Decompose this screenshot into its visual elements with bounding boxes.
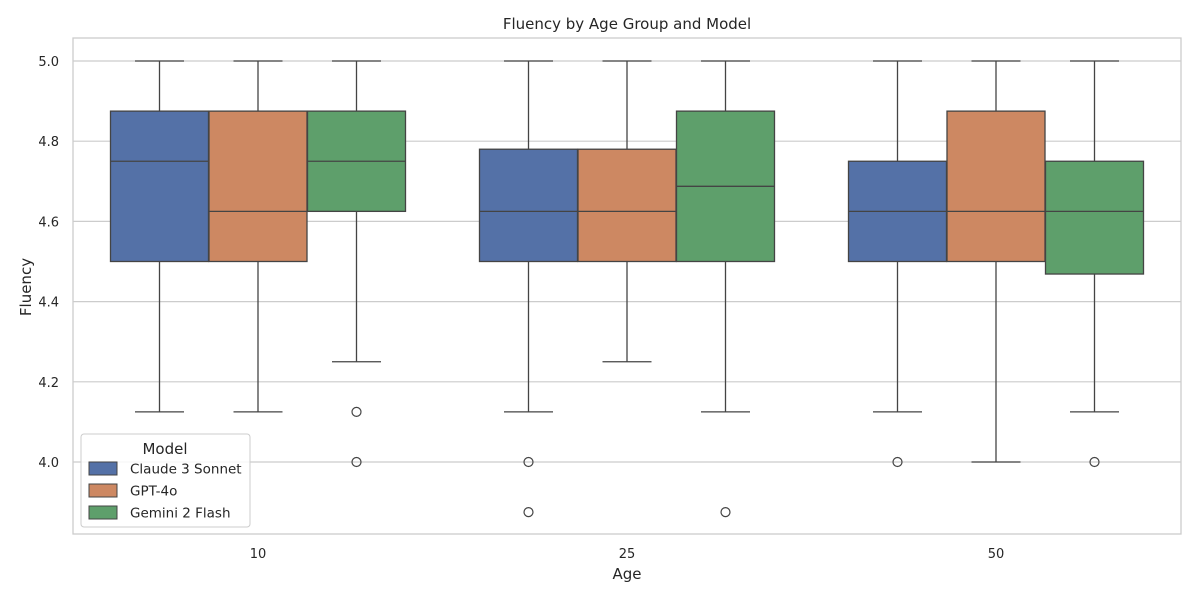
y-tick-label: 4.6 [38,215,59,230]
box-iqr [478,148,579,263]
x-tick-label: 10 [250,547,267,562]
legend-title: Model [142,440,187,458]
x-axis-label: Age [612,565,641,583]
legend: Model Claude 3 Sonnet GPT-4o Gemini 2 Flas… [80,433,251,528]
y-tick-labels: 4.0 4.2 4.4 4.6 4.8 5.0 [38,55,59,471]
box-claude-3-sonnet-10 [109,60,210,413]
legend-item-label: GPT-4o [130,484,177,500]
plot-frame [72,37,1182,535]
x-tick-label: 25 [619,547,636,562]
box-gemini-2-flash-50 [1044,60,1145,468]
y-tick-label: 4.2 [38,376,59,391]
box-gpt-4o-25 [577,60,677,363]
y-tick-label: 4.8 [38,135,59,150]
box-claude-3-sonnet-50 [847,60,948,468]
box-iqr [109,110,210,263]
legend-item-label: Gemini 2 Flash [130,506,231,522]
legend-swatch [88,461,118,476]
box-iqr [1044,160,1145,275]
box-iqr [577,148,677,263]
outlier-point [351,406,362,417]
chart-title: Fluency by Age Group and Model [503,15,751,33]
outlier-point [1089,456,1100,468]
y-tick-label: 4.4 [38,296,59,311]
box-gemini-2-flash-10 [306,60,407,468]
legend-swatch [88,505,118,520]
legend-swatch [88,483,118,498]
legend-item-label: Claude 3 Sonnet [130,462,242,478]
box-iqr [946,110,1046,263]
x-tick-labels: 10 25 50 [250,547,1005,562]
legend-frame [80,433,251,528]
y-tick-label: 5.0 [38,55,59,70]
box-gpt-4o-50 [946,60,1046,463]
box-gpt-4o-10 [208,60,308,413]
y-axis-label: Fluency [17,258,35,316]
box-claude-3-sonnet-25 [478,60,579,518]
outlier-point [523,456,534,468]
x-tick-label: 50 [988,547,1005,562]
outlier-point [351,456,362,468]
box-iqr [208,110,308,263]
y-tick-label: 4.0 [38,456,59,471]
box-gemini-2-flash-25 [675,60,776,518]
outlier-point [523,507,534,518]
box-groups [109,60,1145,518]
outlier-point [720,507,731,518]
outlier-point [892,456,903,468]
